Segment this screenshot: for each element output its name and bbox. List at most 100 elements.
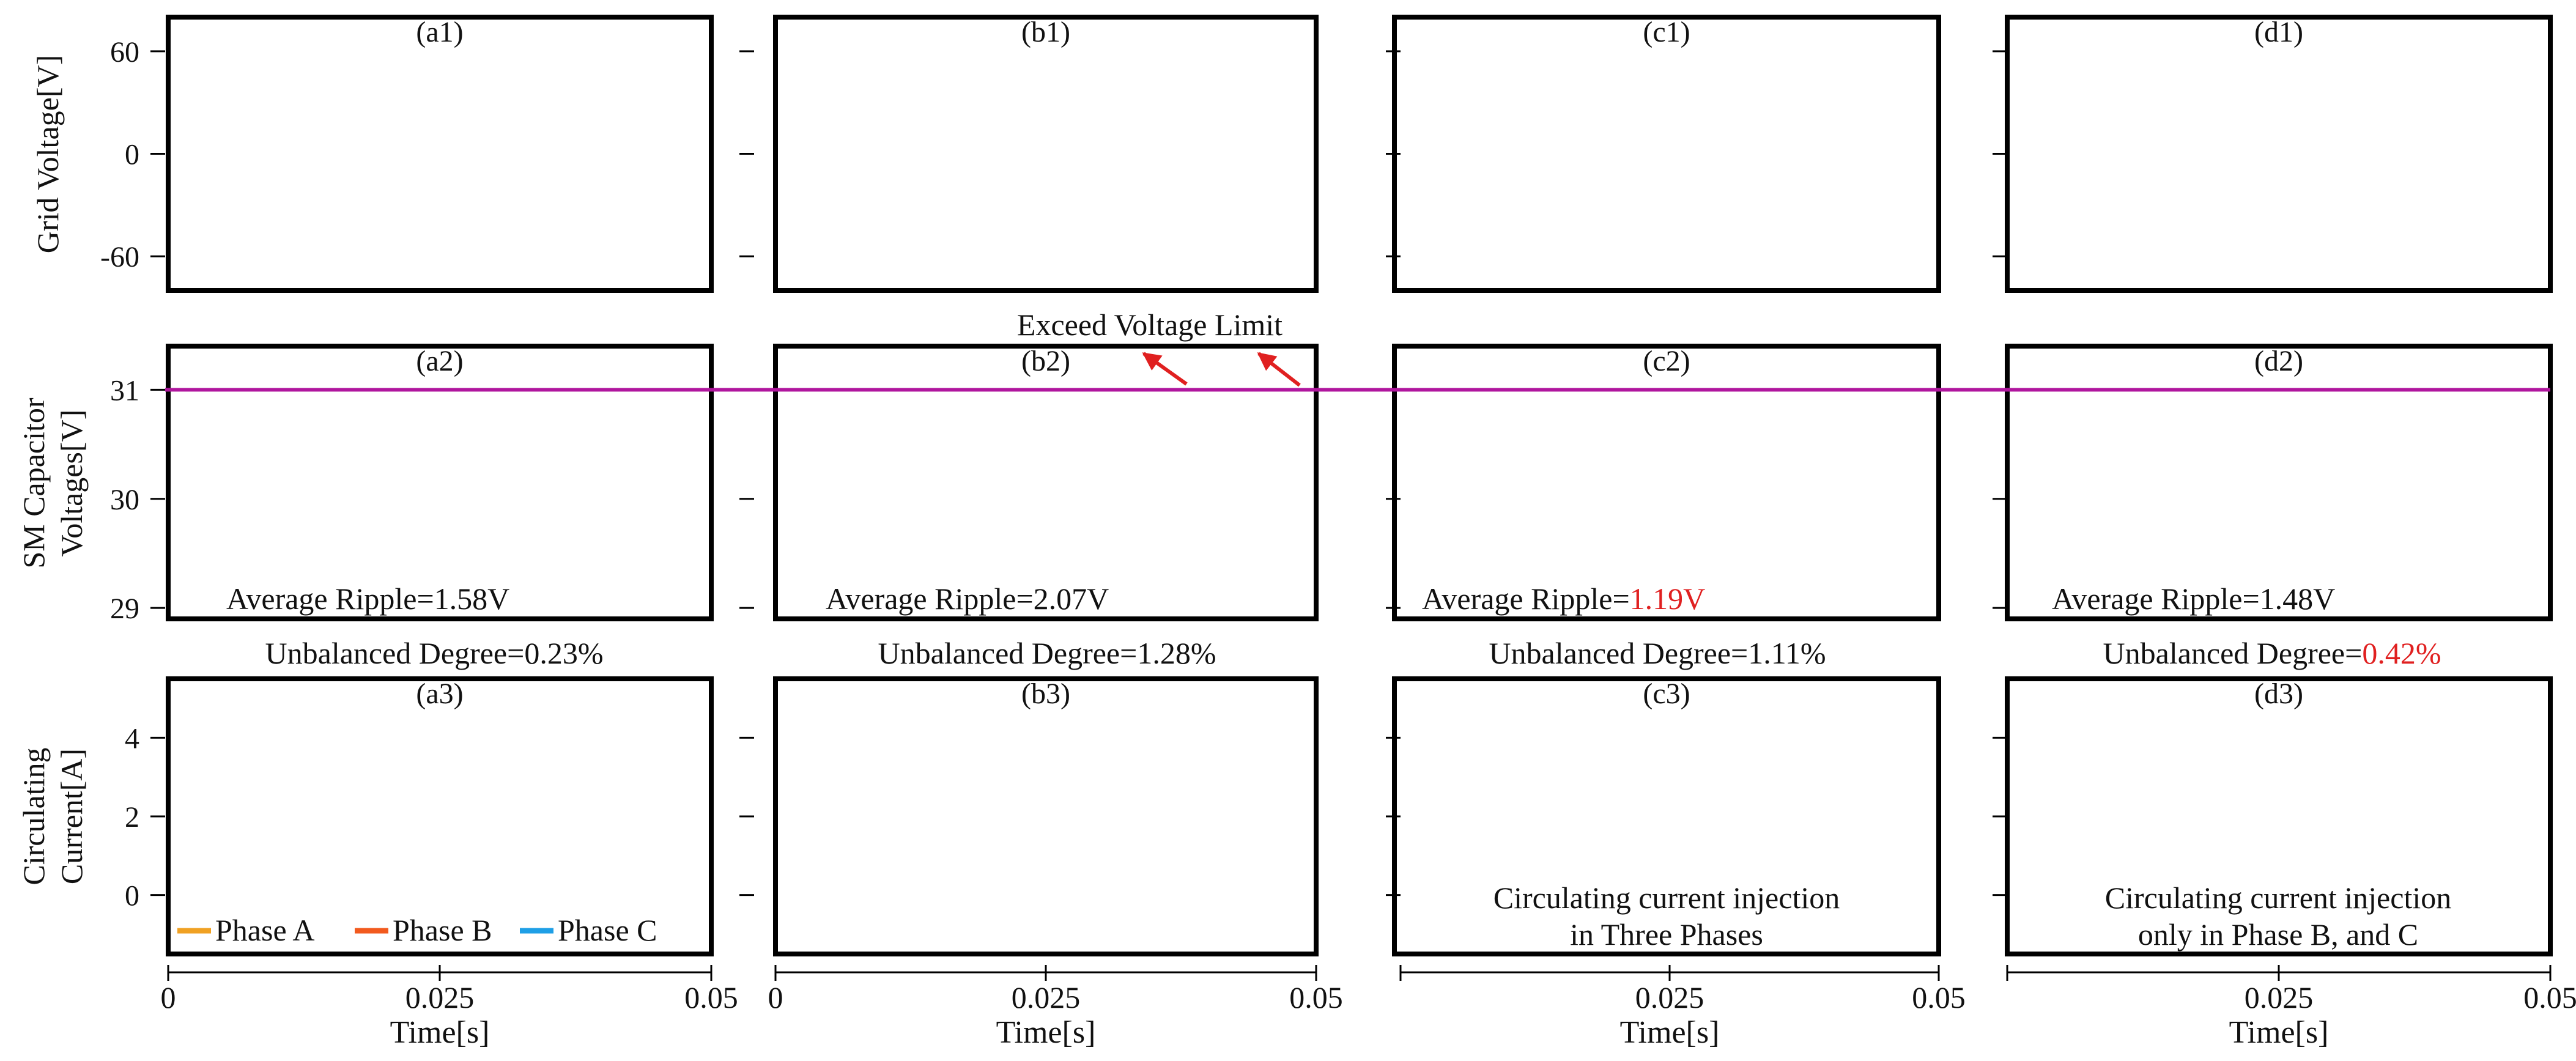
ripple-prefix: Average Ripple= (2052, 582, 2260, 616)
injection-note: Circulating current injection (2105, 881, 2451, 915)
panel-frame (2005, 344, 2553, 621)
y-tick-label: 0 (125, 139, 139, 171)
x-tick-label: 0.025 (1012, 980, 1081, 1015)
panel-b2: (b2) (739, 344, 1319, 621)
x-axis-d: 0.025 0.05 Time[s] (2006, 965, 2576, 1050)
row-label-line: Current[A] (54, 749, 89, 884)
panel-frame (166, 344, 714, 621)
ripple-prefix: Average Ripple= (226, 582, 434, 616)
x-axis-title: Time[s] (996, 1015, 1096, 1050)
panel-frame (166, 676, 714, 956)
y-tick-label: -60 (100, 241, 139, 273)
x-tick-label: 0.05 (1289, 980, 1343, 1015)
panel-title: (b3) (1021, 678, 1070, 710)
unbalanced-annotation: Unbalanced Degree=0.42% (2103, 636, 2441, 670)
panel-title: (d2) (2254, 345, 2303, 377)
panel-b3: (b3) (739, 676, 1319, 956)
panel-frame (773, 676, 1319, 956)
unbalanced-prefix: Unbalanced Degree= (2103, 636, 2363, 670)
panel-frame (1392, 344, 1941, 621)
panel-title: (c2) (1643, 345, 1690, 377)
ripple-annotation: Average Ripple=1.58V (226, 582, 509, 616)
panel-frame (773, 344, 1319, 621)
panel-c2: (c2) (1386, 344, 1941, 621)
limit-arrow (1257, 352, 1301, 387)
panel-a3: 0 2 4 (a3) (125, 676, 714, 956)
ripple-annotation: Average Ripple=1.19V (1422, 582, 1705, 616)
injection-note: in Three Phases (1570, 917, 1763, 952)
injection-note: only in Phase B, and C (2138, 917, 2418, 952)
x-tick-label: 0.05 (684, 980, 738, 1015)
unbalanced-annotation: Unbalanced Degree=1.11% (1489, 636, 1826, 670)
x-tick-label: 0.025 (405, 980, 475, 1015)
x-tick-label: 0 (768, 980, 783, 1015)
panel-title: (c3) (1643, 678, 1690, 710)
row-label-line: Grid Voltage[V] (31, 55, 65, 254)
panel-title: (a1) (416, 16, 463, 48)
unbalanced-prefix: Unbalanced Degree= (878, 636, 1138, 670)
legend: Phase A Phase B Phase C (177, 913, 657, 947)
ripple-value: 1.48V (2260, 582, 2336, 616)
x-axis-title: Time[s] (1620, 1015, 1720, 1050)
row-label-line: SM Capacitor (17, 397, 51, 568)
panel-title: (c1) (1643, 16, 1690, 48)
panel-a1: -60 0 60 (a1) (100, 15, 714, 293)
legend-label: Phase A (215, 913, 315, 947)
row-label-1: Grid Voltage[V] (31, 55, 65, 254)
x-axis-b: 0 0.025 0.05 Time[s] (768, 965, 1343, 1050)
x-tick-label: 0.05 (2523, 980, 2576, 1015)
y-tick-label: 60 (110, 36, 139, 68)
panel-title: (a2) (416, 345, 463, 377)
x-tick-label: 0.05 (1912, 980, 1966, 1015)
legend-label: Phase B (393, 913, 492, 947)
panel-b1: (b1) (739, 15, 1319, 293)
y-tick-label: 31 (110, 374, 139, 407)
y-tick-label: 2 (125, 801, 139, 834)
x-tick-label: 0.025 (1635, 980, 1704, 1015)
x-tick-label: 0.025 (2245, 980, 2314, 1015)
ripple-annotation: Average Ripple=1.48V (2052, 582, 2335, 616)
unbalanced-value: 0.42% (2362, 636, 2441, 670)
x-axis-title: Time[s] (390, 1015, 490, 1050)
legend-label: Phase C (558, 913, 657, 947)
panel-title: (d1) (2254, 16, 2303, 48)
x-axis-title: Time[s] (2229, 1015, 2329, 1050)
panel-d3: (d3) (1993, 676, 2553, 956)
panel-d2: (d2) (1993, 344, 2553, 621)
panel-frame (2005, 15, 2553, 293)
row-label-3: Circulating Current[A] (17, 748, 89, 885)
row-label-2: SM Capacitor Voltages[V] (17, 397, 89, 568)
y-tick-label: 29 (110, 593, 139, 625)
y-tick-label: 30 (110, 484, 139, 516)
row-label-line: Circulating (17, 748, 51, 885)
y-tick-label: 4 (125, 722, 139, 755)
panel-frame (1392, 676, 1941, 956)
panel-title: (b1) (1021, 16, 1070, 48)
unbalanced-value: 1.11% (1748, 636, 1826, 670)
unbalanced-prefix: Unbalanced Degree= (1489, 636, 1748, 670)
unbalanced-annotation: Unbalanced Degree=1.28% (878, 636, 1216, 670)
unbalanced-annotation: Unbalanced Degree=0.23% (265, 636, 604, 670)
ripple-value: 1.58V (434, 582, 510, 616)
ripple-value: 1.19V (1630, 582, 1706, 616)
panel-c3: (c3) (1386, 676, 1941, 956)
row-label-line: Voltages[V] (54, 410, 89, 557)
x-tick-label: 0 (161, 980, 176, 1015)
ripple-value: 2.07V (1034, 582, 1109, 616)
panel-frame (773, 15, 1319, 293)
ripple-prefix: Average Ripple= (826, 582, 1034, 616)
panel-c1: (c1) (1386, 15, 1941, 293)
limit-arrow (1142, 352, 1188, 386)
panel-d1: (d1) (1993, 15, 2553, 293)
x-axis-a: 0 0.025 0.05 Time[s] (161, 965, 738, 1050)
panel-title: (a3) (416, 678, 463, 710)
ripple-prefix: Average Ripple= (1422, 582, 1630, 616)
limit-label: Exceed Voltage Limit (1017, 308, 1282, 342)
panel-title: (b2) (1021, 345, 1070, 377)
unbalanced-prefix: Unbalanced Degree= (265, 636, 525, 670)
y-tick-label: 0 (125, 880, 139, 912)
panel-frame (166, 15, 714, 293)
injection-note: Circulating current injection (1493, 881, 1840, 915)
unbalanced-value: 0.23% (524, 636, 603, 670)
